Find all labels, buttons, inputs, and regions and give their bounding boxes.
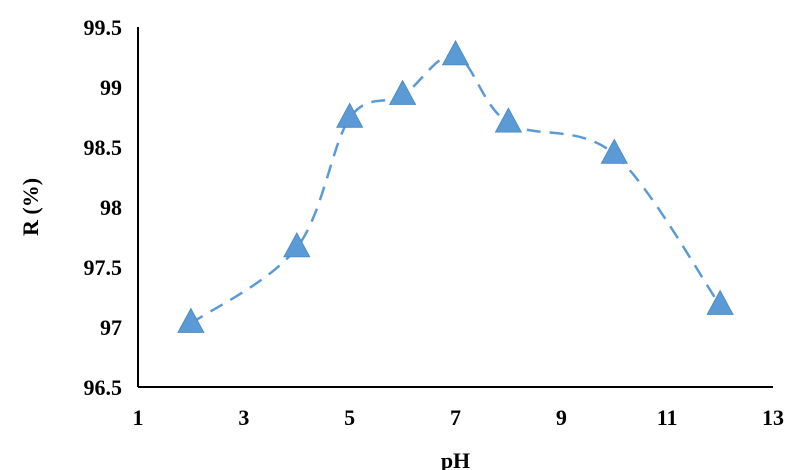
data-point-marker (600, 138, 628, 164)
y-tick-label: 99 (100, 75, 122, 100)
y-tick-label: 97 (100, 315, 122, 340)
data-point-marker (494, 107, 523, 133)
x-tick-label: 13 (762, 405, 784, 430)
x-tick-label: 5 (344, 405, 355, 430)
y-tick-label: 97.5 (84, 255, 123, 280)
data-point-marker (177, 307, 205, 333)
x-axis-title: pH (441, 448, 470, 470)
x-tick-label: 3 (238, 405, 249, 430)
y-tick-labels: 96.5 97 97.5 98 98.5 99 99.5 (84, 15, 123, 400)
x-tick-label: 1 (133, 405, 144, 430)
x-tick-label: 11 (657, 405, 678, 430)
x-tick-label: 9 (556, 405, 567, 430)
data-point-marker (388, 79, 417, 105)
series-line (190, 54, 722, 325)
y-axis-title: R (%) (18, 178, 43, 236)
y-tick-label: 96.5 (84, 375, 123, 400)
data-point-marker (336, 102, 364, 128)
y-tick-label: 99.5 (84, 15, 123, 40)
y-tick-label: 98 (100, 195, 122, 220)
data-point-marker (283, 232, 311, 258)
series-layer (177, 40, 734, 333)
data-point-marker (706, 289, 734, 315)
x-tick-label: 7 (450, 405, 461, 430)
y-tick-label: 98.5 (84, 135, 123, 160)
x-tick-labels: 1 3 5 7 9 11 13 (133, 405, 785, 430)
data-point-marker (441, 40, 470, 66)
